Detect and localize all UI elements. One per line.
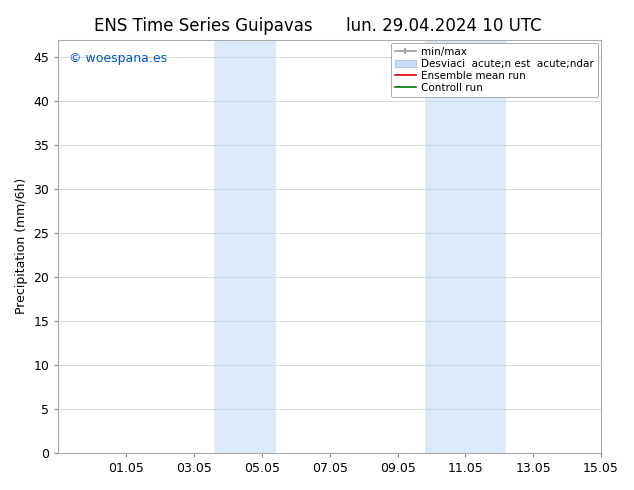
Bar [214, 40, 276, 453]
Text: lun. 29.04.2024 10 UTC: lun. 29.04.2024 10 UTC [346, 17, 541, 35]
Text: © woespana.es: © woespana.es [69, 52, 167, 65]
Bar [425, 40, 506, 453]
Text: ENS Time Series Guipavas: ENS Time Series Guipavas [94, 17, 312, 35]
Y-axis label: Precipitation (mm/6h): Precipitation (mm/6h) [15, 178, 28, 315]
Legend: min/max, Desviaci  acute;n est  acute;ndar, Ensemble mean run, Controll run: min/max, Desviaci acute;n est acute;ndar… [391, 43, 598, 97]
